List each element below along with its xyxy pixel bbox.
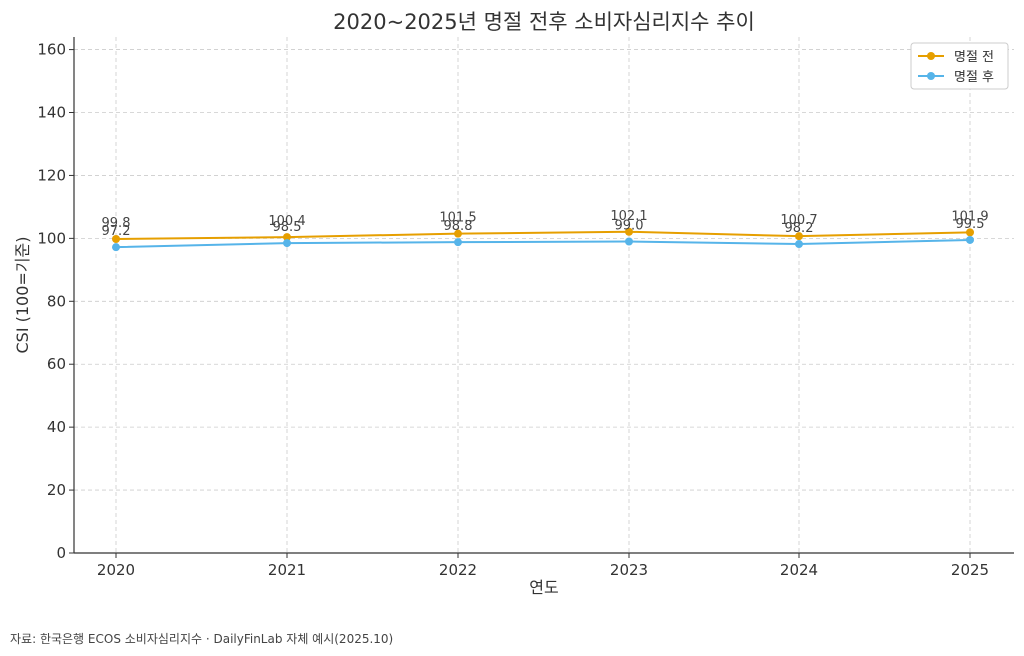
data-label: 98.5	[273, 220, 302, 235]
data-point	[966, 235, 974, 244]
y-tick-label: 60	[47, 355, 66, 373]
source-note: 자료: 한국은행 ECOS 소비자심리지수 · DailyFinLab 자체 예…	[10, 632, 394, 646]
y-tick-label: 40	[47, 418, 66, 436]
y-tick-label: 160	[37, 41, 66, 59]
legend: 명절 전명절 후	[910, 42, 1009, 90]
x-axis-label: 연도	[529, 578, 558, 597]
data-label: 97.2	[102, 224, 131, 239]
data-point	[795, 232, 803, 241]
series-line-1	[115, 238, 971, 249]
y-tick-label: 20	[47, 481, 66, 499]
series-group	[112, 227, 974, 252]
y-tick-label: 80	[47, 292, 66, 310]
legend-swatch-marker	[927, 72, 935, 80]
data-point	[112, 234, 120, 243]
legend-swatch-marker	[927, 52, 935, 60]
data-label: 99.8	[102, 216, 131, 231]
data-label: 99.5	[956, 217, 985, 232]
legend-entry: 명절 후	[954, 70, 994, 85]
data-point	[454, 229, 462, 238]
x-tick-label: 2025	[951, 561, 989, 579]
y-tick-label: 0	[56, 544, 66, 562]
data-point	[795, 240, 803, 249]
chart-title: 2020~2025년 명절 전후 소비자심리지수 추이	[333, 10, 755, 34]
data-label: 100.4	[268, 214, 305, 229]
x-tick-label: 2024	[780, 561, 818, 579]
data-point	[625, 237, 633, 246]
x-tick-label: 2021	[268, 561, 306, 579]
y-axis-ticks: 0 20 40 60 80 100 120 140 160	[37, 41, 74, 562]
data-point	[454, 238, 462, 247]
data-label: 100.7	[780, 213, 817, 228]
data-label: 99.0	[615, 219, 644, 234]
data-label: 98.2	[785, 221, 814, 236]
data-point	[283, 239, 291, 248]
legend-entry: 명절 전	[954, 50, 994, 65]
data-label: 98.8	[444, 219, 473, 234]
data-labels: 99.8 100.4 101.5 102.1 100.7 101.9 97.2 98.5 98.…	[102, 209, 989, 239]
data-point	[966, 228, 974, 237]
x-tick-label: 2020	[97, 561, 135, 579]
x-tick-label: 2023	[610, 561, 648, 579]
data-point	[112, 243, 120, 252]
data-point	[625, 227, 633, 236]
axes	[73, 37, 1014, 554]
y-tick-label: 140	[37, 104, 66, 122]
data-label: 101.9	[951, 209, 988, 224]
x-tick-label: 2022	[439, 561, 477, 579]
data-point	[283, 233, 291, 242]
x-axis-ticks: 2020 2021 2022 2023 2024 2025	[97, 553, 989, 579]
series-line-0	[115, 230, 971, 240]
gridlines	[74, 37, 1014, 554]
data-label: 102.1	[610, 209, 647, 224]
y-axis-label: CSI (100=기준)	[13, 236, 32, 353]
data-label: 101.5	[439, 211, 476, 226]
y-tick-label: 120	[37, 166, 66, 184]
legend-box	[910, 42, 1009, 90]
y-tick-label: 100	[37, 229, 66, 247]
